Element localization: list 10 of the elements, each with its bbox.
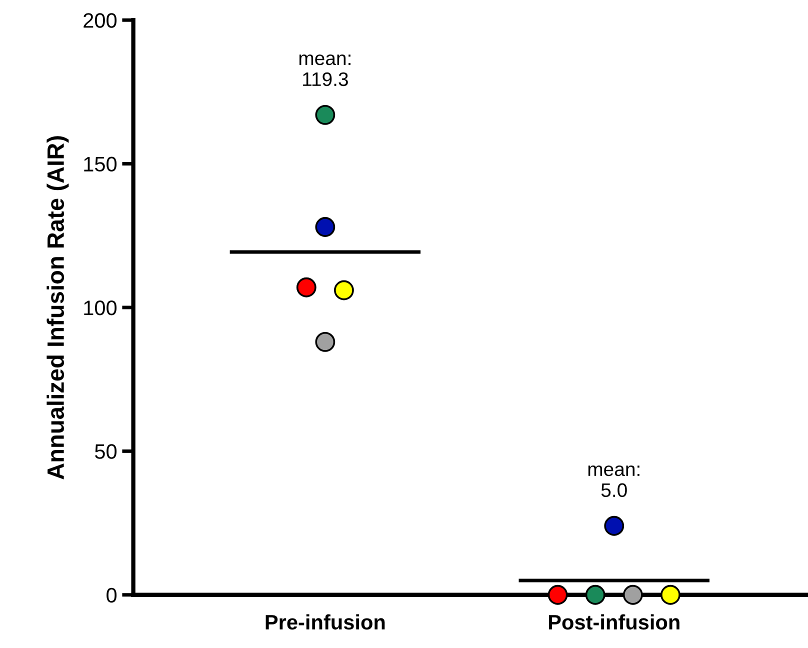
x-tick-label: Post-infusion bbox=[548, 614, 680, 630]
y-tick-label: 50 bbox=[95, 444, 117, 459]
y-tick-label: 0 bbox=[106, 588, 117, 603]
annotation: mean: 5.0 bbox=[588, 465, 640, 498]
y-tick-label: 150 bbox=[84, 156, 117, 172]
y-axis-title: Annualized Infusion Rate (AIR) bbox=[46, 136, 69, 480]
annotation: mean: 119.3 bbox=[299, 54, 350, 86]
x-tick-label: Pre-infusion bbox=[266, 614, 385, 630]
y-tick-label: 200 bbox=[84, 13, 117, 28]
y-tick-label: 100 bbox=[84, 300, 117, 316]
